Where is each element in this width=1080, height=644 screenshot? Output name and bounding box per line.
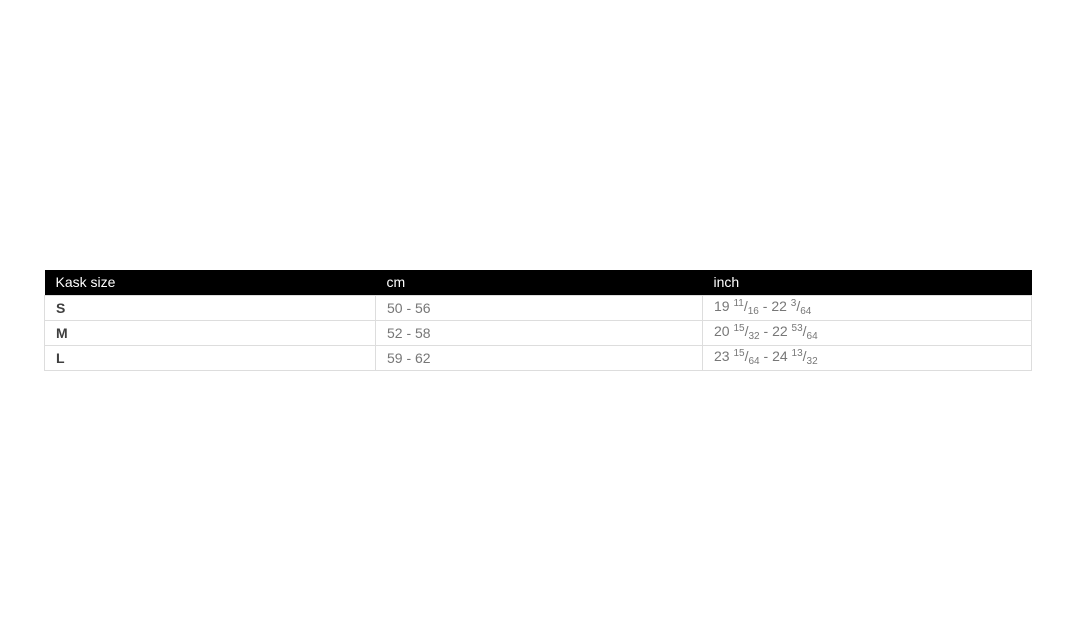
inch-fraction: 24 13/32: [772, 348, 818, 367]
inch-fraction: 20 15/32: [714, 323, 760, 342]
inch-fraction: 19 11/16: [714, 298, 759, 317]
inch-fraction: 22 53/64: [772, 323, 818, 342]
size-label: S: [44, 294, 376, 321]
size-chart-table: Kask size cm inch S 50 - 56 19 11/16 - 22 …: [44, 270, 1032, 371]
table-row: M 52 - 58 20 15/32 - 22 53/64: [44, 319, 1032, 346]
range-separator: -: [759, 323, 773, 339]
cm-value: 59 - 62: [375, 344, 703, 371]
table-row: S 50 - 56 19 11/16 - 22 3/64: [44, 294, 1032, 321]
size-label: M: [44, 319, 376, 346]
range-separator: -: [758, 298, 772, 314]
cm-value: 50 - 56: [375, 294, 703, 321]
inch-fraction: 23 15/64: [714, 348, 760, 367]
range-separator: -: [759, 348, 773, 364]
column-header-inch: inch: [702, 270, 1032, 295]
inch-value: 20 15/32 - 22 53/64: [702, 319, 1032, 346]
table-header-row: Kask size cm inch: [44, 270, 1032, 295]
inch-value: 23 15/64 - 24 13/32: [702, 344, 1032, 371]
cm-value: 52 - 58: [375, 319, 703, 346]
column-header-kask-size: Kask size: [44, 270, 376, 295]
size-label: L: [44, 344, 376, 371]
table-row: L 59 - 62 23 15/64 - 24 13/32: [44, 344, 1032, 371]
column-header-cm: cm: [375, 270, 703, 295]
inch-value: 19 11/16 - 22 3/64: [702, 294, 1032, 321]
inch-fraction: 22 3/64: [771, 298, 812, 317]
